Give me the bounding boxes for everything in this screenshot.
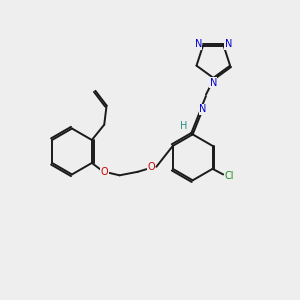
Text: O: O: [100, 167, 108, 177]
Text: N: N: [194, 39, 202, 50]
Text: Cl: Cl: [224, 172, 234, 182]
Text: N: N: [210, 78, 217, 88]
Text: H: H: [180, 121, 188, 130]
Text: N: N: [225, 39, 232, 50]
Text: O: O: [147, 162, 155, 172]
Text: N: N: [199, 104, 207, 114]
